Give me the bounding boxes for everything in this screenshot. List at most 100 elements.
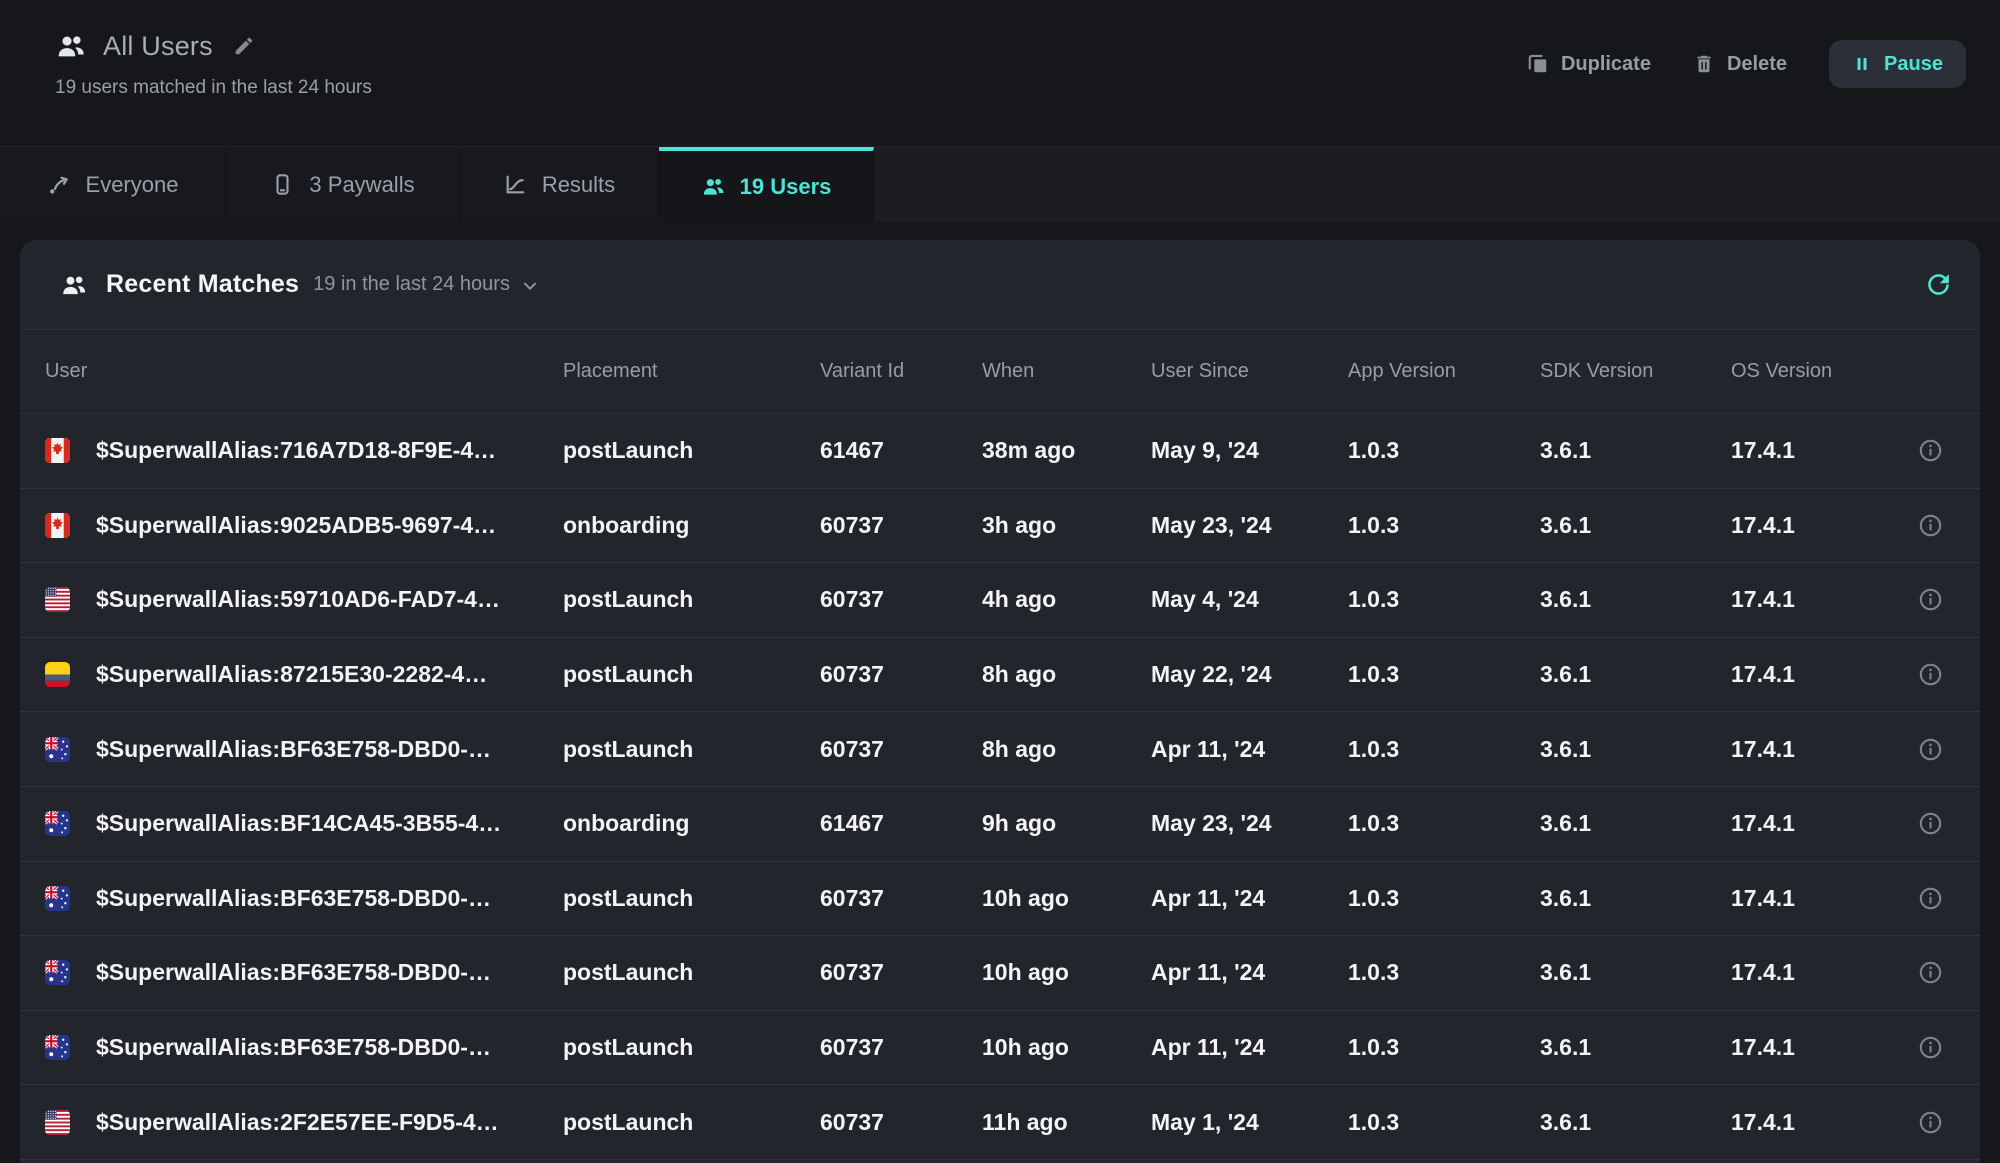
cell-variant-id: 61467 [820, 810, 884, 837]
cell-app-version: 1.0.3 [1348, 586, 1400, 613]
delete-button[interactable]: Delete [1693, 53, 1787, 76]
table-row[interactable]: $SuperwallAlias:9025ADB5-9697-4… onboard… [20, 489, 1980, 564]
cell-sdk-version: 3.6.1 [1540, 586, 1592, 613]
info-icon [1917, 512, 1944, 539]
recent-matches-card: Recent Matches 19 in the last 24 hours U… [20, 240, 1980, 1163]
cell-app-version: 1.0.3 [1348, 884, 1400, 911]
table-row[interactable]: $SuperwallAlias:BF63E758-DBD0-… postLaun… [20, 1011, 1980, 1086]
info-icon [1917, 959, 1944, 986]
cell-os-version: 17.4.1 [1731, 437, 1795, 464]
column-header-user-since: User Since [1151, 360, 1249, 382]
column-header-sdk-version: SDK Version [1540, 360, 1654, 382]
country-flag-icon [45, 512, 70, 538]
row-info-button[interactable] [1917, 959, 1944, 986]
cell-sdk-version: 3.6.1 [1540, 1034, 1592, 1061]
tab-paywalls-label: 3 Paywalls [309, 171, 415, 197]
cell-os-version: 17.4.1 [1731, 884, 1795, 911]
user-alias: $SuperwallAlias:BF63E758-DBD0-… [96, 884, 491, 911]
users-icon [60, 271, 88, 299]
cell-sdk-version: 3.6.1 [1540, 437, 1592, 464]
table-row[interactable]: $SuperwallAlias:BF63E758-DBD0-… postLaun… [20, 936, 1980, 1011]
country-flag-icon [45, 736, 70, 762]
tab-users[interactable]: 19 Users [659, 147, 874, 222]
cell-os-version: 17.4.1 [1731, 586, 1795, 613]
cell-placement: postLaunch [563, 884, 694, 911]
tab-results[interactable]: Results [460, 147, 659, 222]
chart-icon [503, 172, 528, 197]
cell-user: $SuperwallAlias:716A7D18-8F9E-4… [45, 437, 563, 464]
cell-variant-id: 60737 [820, 661, 884, 688]
table-row[interactable]: $SuperwallAlias:BF63E758-DBD0-… postLaun… [20, 862, 1980, 937]
column-header-user: User [45, 360, 88, 382]
table-row[interactable]: $SuperwallAlias:BF63E758-DBD0-… postLaun… [20, 712, 1980, 787]
refresh-button[interactable] [1923, 269, 1954, 300]
cell-when: 10h ago [982, 1034, 1069, 1061]
cell-user: $SuperwallAlias:BF63E758-DBD0-… [45, 959, 563, 986]
row-info-button[interactable] [1917, 512, 1944, 539]
cell-user: $SuperwallAlias:BF63E758-DBD0-… [45, 736, 563, 763]
cell-when: 10h ago [982, 884, 1069, 911]
cell-placement: postLaunch [563, 735, 694, 762]
cell-variant-id: 60737 [820, 1034, 884, 1061]
tab-paywalls[interactable]: 3 Paywalls [226, 147, 460, 222]
cell-os-version: 17.4.1 [1731, 810, 1795, 837]
table-row[interactable]: $SuperwallAlias:716A7D18-8F9E-4… postLau… [20, 414, 1980, 489]
table-row[interactable]: $SuperwallAlias:2F2E57EE-F9D5-4… postLau… [20, 1085, 1980, 1160]
table-row[interactable]: $SuperwallAlias:87215E30-2282-4… postLau… [20, 638, 1980, 713]
column-header-os-version: OS Version [1731, 360, 1833, 382]
cell-when: 8h ago [982, 735, 1057, 762]
cell-when: 38m ago [982, 437, 1076, 464]
cell-user-since: May 23, '24 [1151, 810, 1272, 837]
phone-icon [270, 172, 295, 197]
tab-everyone-label: Everyone [85, 171, 179, 197]
tab-bar: Everyone 3 Paywalls Results 19 Users [0, 146, 2000, 222]
card-header: Recent Matches 19 in the last 24 hours [20, 240, 1980, 330]
card-title: Recent Matches [106, 270, 300, 298]
cell-variant-id: 60737 [820, 511, 884, 538]
edit-title-button[interactable] [233, 35, 255, 57]
cell-placement: onboarding [563, 511, 690, 538]
cell-when: 10h ago [982, 959, 1069, 986]
row-info-button[interactable] [1917, 1109, 1944, 1136]
row-info-button[interactable] [1917, 437, 1944, 464]
duplicate-button[interactable]: Duplicate [1527, 53, 1651, 76]
tab-everyone[interactable]: Everyone [0, 147, 226, 222]
country-flag-icon [45, 587, 70, 613]
cell-placement: postLaunch [563, 661, 694, 688]
pause-button[interactable]: Pause [1829, 40, 1966, 88]
info-icon [1917, 1109, 1944, 1136]
tab-results-label: Results [541, 171, 616, 197]
cell-user-since: Apr 11, '24 [1151, 1034, 1266, 1061]
cell-when: 4h ago [982, 586, 1057, 613]
table-row[interactable]: $SuperwallAlias:59710AD6-FAD7-4… postLau… [20, 563, 1980, 638]
row-info-button[interactable] [1917, 661, 1944, 688]
column-header-app-version: App Version [1348, 360, 1456, 382]
cell-variant-id: 60737 [820, 1108, 884, 1135]
row-info-button[interactable] [1917, 736, 1944, 763]
users-icon [55, 30, 87, 62]
split-arrow-icon [47, 172, 72, 197]
country-flag-icon [45, 960, 70, 986]
cell-app-version: 1.0.3 [1348, 1108, 1400, 1135]
cell-placement: onboarding [563, 810, 690, 837]
pencil-icon [233, 35, 255, 57]
row-info-button[interactable] [1917, 1034, 1944, 1061]
cell-variant-id: 60737 [820, 735, 884, 762]
cell-app-version: 1.0.3 [1348, 661, 1400, 688]
cell-user: $SuperwallAlias:59710AD6-FAD7-4… [45, 586, 563, 613]
row-info-button[interactable] [1917, 885, 1944, 912]
cell-variant-id: 60737 [820, 586, 884, 613]
table-body: $SuperwallAlias:716A7D18-8F9E-4… postLau… [20, 414, 1980, 1160]
row-info-button[interactable] [1917, 810, 1944, 837]
timeframe-dropdown[interactable]: 19 in the last 24 hours [313, 273, 540, 296]
page-header: All Users 19 users matched in the last 2… [0, 0, 2000, 146]
timeframe-label: 19 in the last 24 hours [313, 273, 510, 295]
cell-sdk-version: 3.6.1 [1540, 884, 1592, 911]
row-info-button[interactable] [1917, 586, 1944, 613]
cell-user-since: Apr 11, '24 [1151, 735, 1266, 762]
pause-icon [1852, 54, 1872, 74]
table-row[interactable]: $SuperwallAlias:BF14CA45-3B55-4… onboard… [20, 787, 1980, 862]
cell-app-version: 1.0.3 [1348, 437, 1400, 464]
info-icon [1917, 810, 1944, 837]
users-icon [701, 174, 726, 199]
